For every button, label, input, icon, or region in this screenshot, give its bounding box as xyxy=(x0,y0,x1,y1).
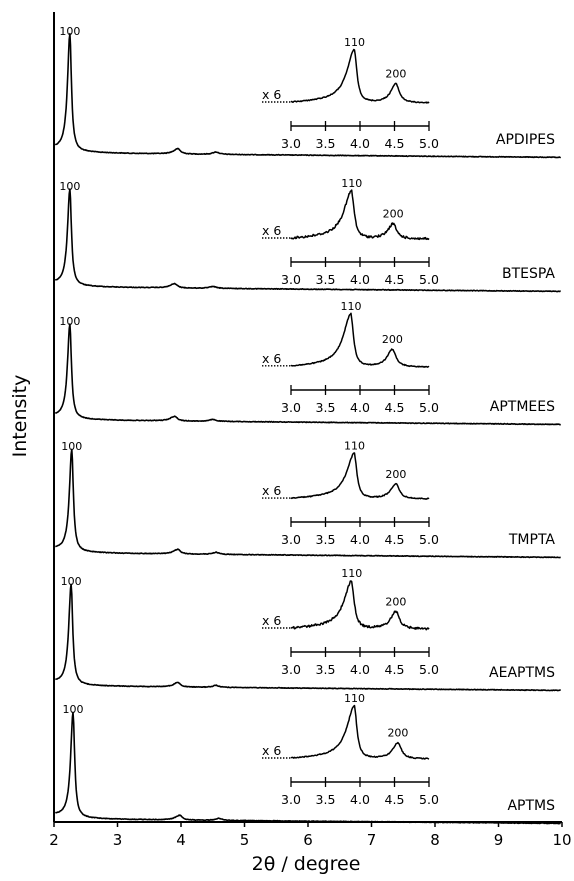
x-tick-label: 10 xyxy=(552,831,571,849)
series-label-btespa: BTESPA xyxy=(502,266,555,282)
inset-tick-label: 3.0 xyxy=(281,400,301,415)
inset-magnification-label: x 6 xyxy=(262,483,281,498)
inset-tick-label: 4.5 xyxy=(385,136,405,151)
inset-pattern-line xyxy=(290,48,430,104)
inset-tick-label: 3.0 xyxy=(281,662,301,677)
x-tick-label: 9 xyxy=(494,831,504,849)
inset-magnification-label: x 6 xyxy=(262,613,281,628)
x-tick-label: 4 xyxy=(176,831,186,849)
inset-tick-label: 4.5 xyxy=(385,662,405,677)
inset-tick-label: 5.0 xyxy=(419,136,439,151)
inset-tick-label: 4.5 xyxy=(385,792,405,807)
pattern-line-aptmees xyxy=(54,323,562,426)
inset-tick-label: 4.5 xyxy=(385,532,405,547)
x-axis-label: 2θ / degree xyxy=(252,853,361,875)
pattern-line-aeaptms xyxy=(55,583,561,692)
inset-tick-label: 3.5 xyxy=(316,272,336,287)
inset-tick-label: 3.5 xyxy=(316,662,336,677)
inset-tick-label: 3.5 xyxy=(316,532,336,547)
inset-magnification-label: x 6 xyxy=(262,223,281,238)
x-tick-label: 5 xyxy=(240,831,250,849)
peak-label-200: 200 xyxy=(382,333,403,346)
x-tick-label: 7 xyxy=(367,831,377,849)
series-label-apdipes: APDIPES xyxy=(496,132,555,148)
pattern-line-tmpta xyxy=(55,448,561,559)
inset-magnification-label: x 6 xyxy=(262,743,281,758)
inset-tick-label: 4.5 xyxy=(385,400,405,415)
peak-label-110: 110 xyxy=(341,567,362,580)
inset-tick-label: 4.0 xyxy=(350,272,370,287)
peak-label-110: 110 xyxy=(344,692,365,705)
inset-tick-label: 4.0 xyxy=(350,662,370,677)
peak-label-100: 100 xyxy=(61,440,82,453)
inset-tick-label: 4.0 xyxy=(350,136,370,151)
pattern-line-btespa xyxy=(54,188,561,293)
peak-label-110: 110 xyxy=(344,440,365,453)
inset-tick-label: 5.0 xyxy=(419,662,439,677)
series-label-aeaptms: AEAPTMS xyxy=(489,665,555,681)
inset-pattern-line xyxy=(290,580,430,631)
x-tick-label: 6 xyxy=(303,831,313,849)
peak-label-110: 110 xyxy=(341,300,362,313)
peak-label-100: 100 xyxy=(59,315,80,328)
series-label-aptms: APTMS xyxy=(507,798,555,814)
inset-tick-label: 5.0 xyxy=(419,272,439,287)
peak-label-110: 110 xyxy=(344,36,365,49)
inset-tick-label: 4.0 xyxy=(350,400,370,415)
peak-label-200: 200 xyxy=(387,727,408,740)
peak-label-200: 200 xyxy=(383,208,404,221)
inset-tick-label: 4.0 xyxy=(350,792,370,807)
inset-pattern-line xyxy=(290,704,430,760)
inset-pattern-line xyxy=(290,452,430,500)
inset-tick-label: 5.0 xyxy=(419,532,439,547)
inset-tick-label: 4.0 xyxy=(350,532,370,547)
inset-pattern-line xyxy=(290,312,430,368)
inset-pattern-line xyxy=(290,189,430,241)
inset-magnification-label: x 6 xyxy=(262,87,281,102)
pattern-line-apdipes xyxy=(54,32,562,159)
inset-tick-label: 3.0 xyxy=(281,792,301,807)
inset-tick-label: 5.0 xyxy=(419,400,439,415)
inset-tick-label: 3.5 xyxy=(316,400,336,415)
inset-tick-label: 4.5 xyxy=(385,272,405,287)
series-label-tmpta: TMPTA xyxy=(508,532,556,548)
peak-label-200: 200 xyxy=(385,468,406,481)
x-tick-label: 8 xyxy=(430,831,440,849)
peak-label-200: 200 xyxy=(385,595,406,608)
x-tick-label: 3 xyxy=(113,831,123,849)
peak-label-100: 100 xyxy=(63,703,84,716)
y-axis-label: Intensity xyxy=(9,375,31,458)
inset-tick-label: 3.0 xyxy=(281,272,301,287)
inset-tick-label: 5.0 xyxy=(419,792,439,807)
peak-label-200: 200 xyxy=(385,68,406,81)
x-tick-label: 2 xyxy=(49,831,59,849)
peak-label-100: 100 xyxy=(59,180,80,193)
inset-tick-label: 3.0 xyxy=(281,532,301,547)
inset-magnification-label: x 6 xyxy=(262,351,281,366)
inset-tick-label: 3.5 xyxy=(316,136,336,151)
inset-tick-label: 3.5 xyxy=(316,792,336,807)
series-label-aptmees: APTMEES xyxy=(490,399,555,415)
inset-tick-label: 3.0 xyxy=(281,136,301,151)
pattern-line-aptms xyxy=(55,711,561,825)
peak-label-100: 100 xyxy=(59,25,80,38)
peak-label-110: 110 xyxy=(341,177,362,190)
peak-label-100: 100 xyxy=(61,575,82,588)
